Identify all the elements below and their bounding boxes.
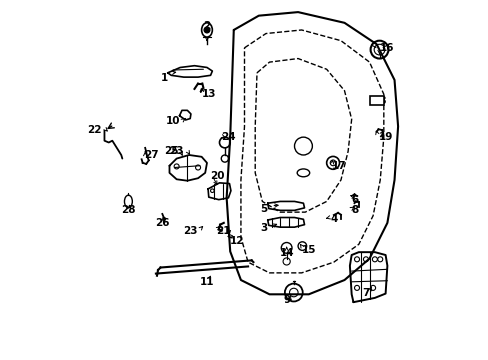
Text: 5: 5 — [260, 203, 267, 213]
Text: 27: 27 — [144, 150, 159, 160]
Text: 28: 28 — [121, 205, 135, 215]
FancyBboxPatch shape — [369, 96, 383, 105]
Text: 23: 23 — [183, 226, 198, 236]
Text: 25: 25 — [163, 147, 178, 157]
Text: 22: 22 — [87, 125, 102, 135]
Text: 9: 9 — [283, 295, 290, 305]
Text: 16: 16 — [380, 43, 394, 53]
Text: 2: 2 — [203, 21, 210, 31]
Text: 11: 11 — [199, 277, 214, 287]
Circle shape — [203, 27, 209, 33]
Text: 26: 26 — [155, 218, 169, 228]
Text: 14: 14 — [279, 248, 293, 258]
Text: 7: 7 — [362, 288, 369, 297]
Text: 19: 19 — [378, 132, 392, 142]
Text: 17: 17 — [331, 161, 346, 171]
Text: 15: 15 — [301, 245, 316, 255]
Text: 4: 4 — [329, 214, 337, 224]
Text: 21: 21 — [216, 226, 230, 236]
Text: 23: 23 — [169, 147, 183, 157]
Text: 1: 1 — [160, 73, 167, 83]
Text: 10: 10 — [165, 116, 180, 126]
Text: 13: 13 — [201, 89, 216, 99]
Text: 12: 12 — [230, 236, 244, 246]
Text: 3: 3 — [260, 223, 267, 233]
Text: 18: 18 — [372, 96, 387, 107]
Text: 6: 6 — [351, 195, 358, 204]
Text: 20: 20 — [210, 171, 224, 181]
Text: 8: 8 — [351, 205, 358, 215]
Text: 24: 24 — [221, 132, 235, 142]
